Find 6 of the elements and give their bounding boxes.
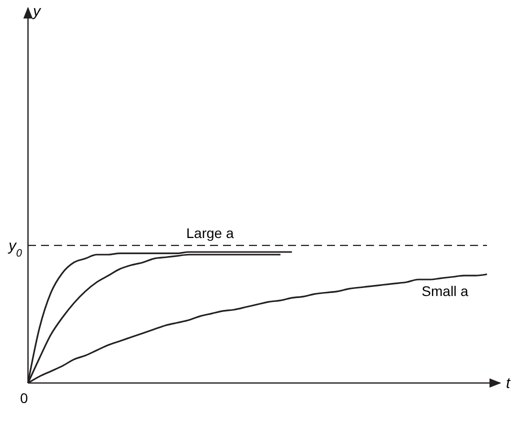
ref-line-label: y$_{0}$ bbox=[8, 237, 22, 260]
x-axis-title: t bbox=[506, 375, 511, 392]
annotation: Small a bbox=[422, 283, 469, 299]
text: Large a bbox=[186, 225, 234, 241]
text: 0 bbox=[20, 390, 28, 406]
text: y bbox=[32, 3, 42, 20]
